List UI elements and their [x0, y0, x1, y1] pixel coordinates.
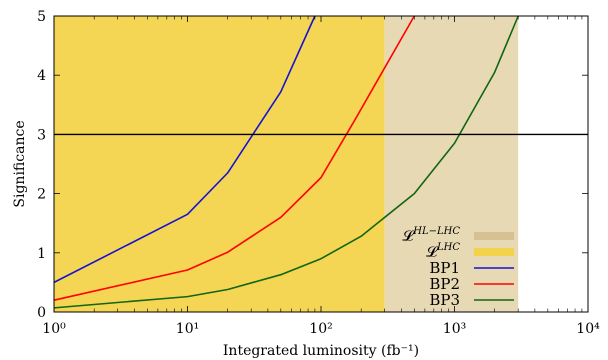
x-axis-title: Integrated luminosity (fb⁻¹) [223, 343, 419, 359]
y-tick-labels: 0 1 2 3 4 5 [37, 9, 46, 321]
y-tick-label: 5 [37, 9, 46, 25]
x-tick-label: 10¹ [176, 321, 199, 337]
y-tick-label: 4 [37, 68, 46, 84]
x-tick-labels: 10⁰ 10¹ 10² 10³ 10⁴ [42, 321, 600, 337]
legend-label-lhc: 𝓛LHC [426, 242, 460, 261]
y-tick-label: 1 [37, 246, 46, 262]
legend-swatch-hl-lhc [474, 232, 514, 240]
y-tick-label: 3 [37, 127, 46, 143]
series-line-bp2 [53, 15, 416, 301]
legend-label-bp3: BP3 [429, 291, 460, 309]
legend-label-hl-lhc: 𝓛HL−LHC [402, 226, 460, 245]
x-tick-label: 10⁰ [42, 321, 66, 337]
y-axis-title: Significance [12, 120, 28, 207]
band-lhc [54, 16, 385, 312]
y-tick-label: 0 [37, 305, 46, 321]
series-line-bp1 [53, 15, 316, 284]
axis-ticks [53, 15, 589, 313]
x-tick-label: 10³ [443, 321, 466, 337]
legend-label-bp1: BP1 [429, 259, 460, 277]
x-tick-label: 10⁴ [576, 321, 600, 337]
x-tick-label: 10² [309, 321, 332, 337]
legend-label-bp2: BP2 [429, 275, 460, 293]
series-line-bp3 [53, 15, 519, 309]
series-lines [53, 15, 519, 309]
legend-swatch-lhc [474, 248, 514, 256]
y-tick-label: 2 [37, 187, 46, 203]
band-hl-lhc [384, 16, 519, 312]
